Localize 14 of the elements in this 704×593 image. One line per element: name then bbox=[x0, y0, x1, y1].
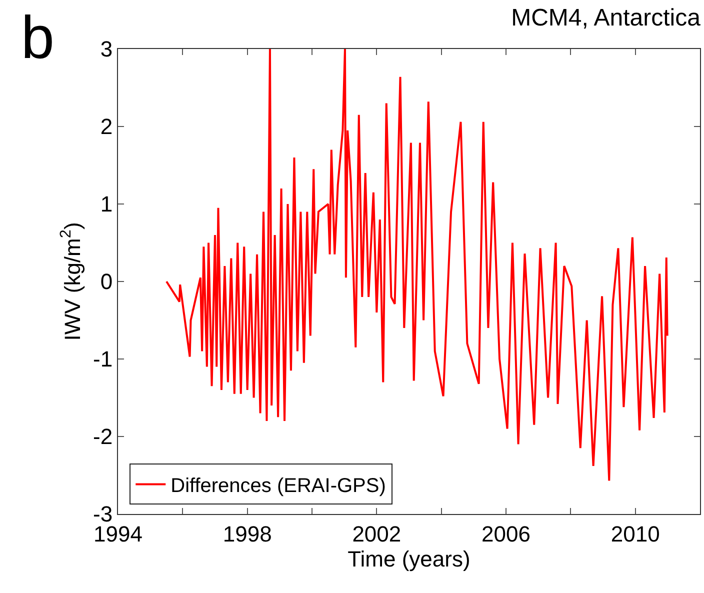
y-tick-label: 0 bbox=[100, 269, 113, 294]
y-tick-label: -1 bbox=[93, 346, 113, 372]
x-tick-label: 2010 bbox=[610, 521, 660, 546]
legend-label: Differences (ERAI-GPS) bbox=[170, 475, 386, 497]
text: b bbox=[21, 4, 54, 71]
x-tick-label: 2002 bbox=[352, 521, 402, 546]
x-tick-label: 1998 bbox=[222, 521, 272, 546]
y-tick-label: 2 bbox=[100, 114, 113, 140]
chart-title: MCM4, Antarctica bbox=[511, 4, 702, 32]
x-tick-label: 2006 bbox=[482, 521, 530, 546]
x-axis-title: Time (years) bbox=[348, 546, 470, 572]
y-tick-label: 1 bbox=[100, 192, 113, 217]
y-tick-label: -2 bbox=[93, 424, 113, 450]
y-tick-label: 3 bbox=[100, 36, 113, 62]
